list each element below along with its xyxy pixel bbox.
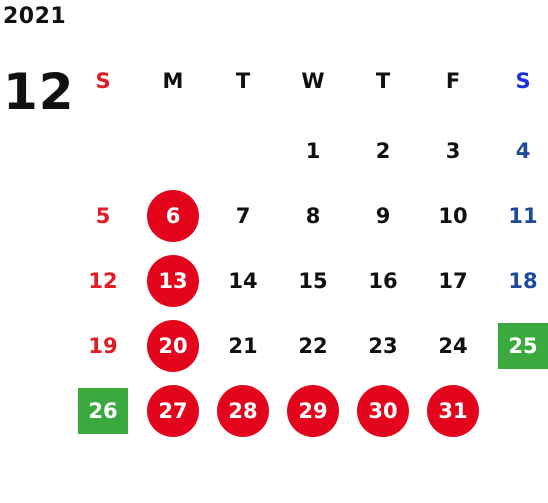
weekday-header-thu: T [375, 69, 391, 93]
day-7[interactable]: 7 [235, 204, 251, 228]
day-26[interactable]: 26 [78, 388, 128, 434]
calendar-month: 12 [3, 63, 75, 121]
day-3[interactable]: 3 [445, 139, 461, 163]
weekday-header-sat: S [515, 69, 531, 93]
day-2[interactable]: 2 [375, 139, 391, 163]
day-27[interactable]: 27 [147, 385, 199, 437]
day-10[interactable]: 10 [438, 204, 468, 228]
day-14[interactable]: 14 [228, 269, 258, 293]
day-8[interactable]: 8 [305, 204, 321, 228]
weekday-header-mon: M [162, 69, 184, 93]
weekday-header-tue: T [235, 69, 251, 93]
day-18[interactable]: 18 [508, 269, 538, 293]
day-16[interactable]: 16 [368, 269, 398, 293]
day-13[interactable]: 13 [147, 255, 199, 307]
day-5[interactable]: 5 [95, 204, 111, 228]
day-11[interactable]: 11 [508, 204, 538, 228]
day-22[interactable]: 22 [298, 334, 328, 358]
day-15[interactable]: 15 [298, 269, 328, 293]
day-4[interactable]: 4 [515, 139, 531, 163]
day-19[interactable]: 19 [88, 334, 118, 358]
day-28[interactable]: 28 [217, 385, 269, 437]
day-12[interactable]: 12 [88, 269, 118, 293]
calendar-year: 2021 [3, 4, 67, 29]
day-30[interactable]: 30 [357, 385, 409, 437]
day-25[interactable]: 25 [498, 323, 548, 369]
day-20[interactable]: 20 [147, 320, 199, 372]
day-23[interactable]: 23 [368, 334, 398, 358]
day-29[interactable]: 29 [287, 385, 339, 437]
day-17[interactable]: 17 [438, 269, 468, 293]
day-31[interactable]: 31 [427, 385, 479, 437]
day-21[interactable]: 21 [228, 334, 258, 358]
weekday-header-sun: S [95, 69, 111, 93]
day-1[interactable]: 1 [305, 139, 321, 163]
day-6[interactable]: 6 [147, 190, 199, 242]
day-9[interactable]: 9 [375, 204, 391, 228]
weekday-header-fri: F [445, 69, 461, 93]
weekday-header-wed: W [301, 69, 325, 93]
day-24[interactable]: 24 [438, 334, 468, 358]
